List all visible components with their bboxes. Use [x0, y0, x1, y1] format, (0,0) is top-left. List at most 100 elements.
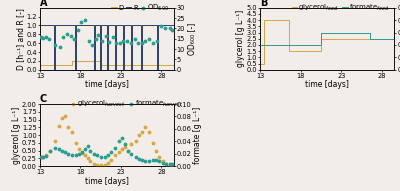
formate$_{feed}$ [367, 38, 372, 40]
glycerol$_{harvest}$ [122, 145, 128, 148]
formate$_{harvest}$ [118, 137, 125, 140]
R [130, 69, 135, 71]
glycerol$_{harvest}$ [40, 155, 46, 158]
R [51, 24, 56, 27]
OD$_{600}$ [166, 27, 173, 30]
OD$_{600}$ [93, 37, 99, 40]
formate$_{harvest}$ [82, 147, 88, 150]
formate$_{feed}$ [319, 44, 324, 46]
OD$_{600}$ [117, 41, 123, 44]
formate$_{harvest}$ [69, 153, 76, 156]
glycerol$_{harvest}$ [72, 141, 79, 144]
formate$_{harvest}$ [94, 153, 101, 156]
Y-axis label: formate [g L⁻¹]: formate [g L⁻¹] [193, 106, 202, 164]
R [121, 69, 126, 71]
formate$_{feed}$ [258, 44, 263, 46]
R [140, 69, 144, 71]
OD$_{600}$ [57, 45, 64, 49]
Text: A: A [40, 0, 48, 8]
glycerol$_{harvest}$ [46, 149, 53, 152]
OD$_{600}$ [42, 35, 49, 38]
glycerol$_{harvest}$ [163, 162, 170, 165]
D [38, 64, 42, 66]
formate$_{harvest}$ [87, 149, 93, 152]
formate$_{harvest}$ [112, 146, 118, 149]
Legend: glycerol$_{feed}$, formate$_{feed}$: glycerol$_{feed}$, formate$_{feed}$ [289, 0, 392, 16]
R [93, 69, 98, 71]
R [105, 24, 110, 27]
formate$_{feed}$ [392, 38, 396, 40]
glycerol$_{harvest}$ [160, 159, 166, 162]
glycerol$_{harvest}$ [56, 124, 62, 127]
formate$_{harvest}$ [108, 151, 114, 154]
R [98, 69, 103, 71]
OD$_{600}$ [142, 39, 148, 42]
OD$_{600}$ [52, 43, 58, 46]
OD$_{600}$ [89, 43, 95, 46]
formate$_{harvest}$ [156, 160, 162, 163]
formate$_{harvest}$ [42, 155, 49, 158]
glycerol$_{harvest}$ [166, 163, 173, 166]
R [52, 69, 57, 71]
glycerol$_{feed}$ [392, 38, 396, 40]
OD$_{600}$ [46, 37, 52, 40]
glycerol$_{harvest}$ [82, 154, 88, 157]
formate$_{harvest}$ [169, 163, 175, 166]
formate$_{harvest}$ [128, 152, 135, 155]
formate$_{harvest}$ [146, 160, 152, 163]
OD$_{600}$ [124, 39, 130, 42]
glycerol$_{harvest}$ [156, 155, 162, 158]
R [72, 69, 77, 71]
glycerol$_{harvest}$ [118, 147, 125, 151]
glycerol$_{harvest}$ [94, 163, 101, 166]
X-axis label: time [days]: time [days] [85, 80, 129, 89]
OD$_{600}$ [169, 29, 175, 32]
D [98, 60, 103, 62]
D [171, 64, 176, 66]
glycerol$_{harvest}$ [128, 143, 135, 146]
glycerol$_{harvest}$ [42, 154, 49, 157]
R [130, 24, 135, 27]
formate$_{harvest}$ [122, 143, 128, 146]
formate$_{harvest}$ [125, 149, 132, 152]
OD$_{600}$ [38, 35, 44, 38]
Y-axis label: glycerol [g L⁻¹]: glycerol [g L⁻¹] [12, 106, 20, 164]
glycerol$_{feed}$ [319, 50, 324, 52]
R [98, 69, 102, 71]
Text: C: C [40, 94, 47, 104]
formate$_{harvest}$ [105, 153, 111, 156]
glycerol$_{harvest}$ [125, 149, 132, 152]
R [93, 24, 98, 27]
glycerol$_{harvest}$ [69, 130, 76, 134]
R [72, 24, 77, 27]
Line: D: D [40, 61, 174, 65]
R [121, 24, 126, 27]
glycerol$_{harvest}$ [65, 126, 72, 129]
formate$_{harvest}$ [38, 156, 44, 159]
formate$_{harvest}$ [98, 155, 104, 158]
formate$_{harvest}$ [139, 158, 145, 161]
formate$_{harvest}$ [59, 149, 65, 152]
OD$_{600}$ [150, 41, 156, 44]
R [122, 69, 126, 71]
formate$_{harvest}$ [46, 149, 53, 152]
Line: glycerol$_{feed}$: glycerol$_{feed}$ [260, 20, 394, 64]
glycerol$_{harvest}$ [142, 126, 148, 129]
R [114, 24, 118, 27]
glycerol$_{harvest}$ [38, 156, 44, 159]
OD$_{600}$ [128, 41, 134, 44]
R [122, 24, 126, 27]
Line: formate$_{feed}$: formate$_{feed}$ [260, 32, 394, 45]
X-axis label: time [days]: time [days] [85, 177, 129, 186]
glycerol$_{harvest}$ [59, 117, 65, 120]
formate$_{harvest}$ [56, 147, 62, 150]
OD$_{600}$ [78, 21, 84, 24]
D [70, 64, 75, 66]
glycerol$_{harvest}$ [76, 147, 82, 151]
formate$_{harvest}$ [149, 158, 156, 161]
glycerol$_{feed}$ [286, 19, 291, 21]
R [106, 24, 110, 27]
formate$_{harvest}$ [152, 158, 159, 161]
OD$_{600}$ [132, 37, 138, 40]
formate$_{harvest}$ [166, 163, 173, 166]
